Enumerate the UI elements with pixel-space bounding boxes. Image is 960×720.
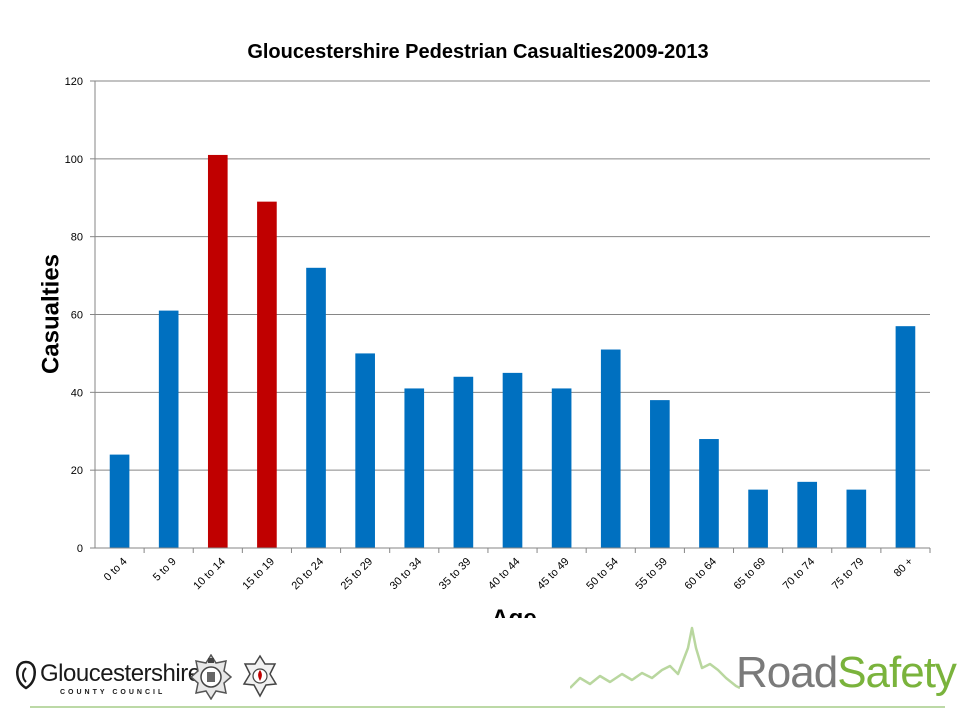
- bar-55-to-59: [650, 400, 670, 548]
- bar-35-to-39: [453, 376, 474, 548]
- bar-45-to-49: [551, 388, 572, 548]
- y-tick-labels: 0 20 40 60 80 100 120: [65, 76, 83, 555]
- x-tick-label: 55 to 59: [633, 556, 670, 593]
- bar-5-to-9: [158, 310, 179, 548]
- brand-road-text: Road: [736, 648, 838, 697]
- x-tick-label: 60 to 64: [682, 556, 719, 593]
- chart-title: Gloucestershire Pedestrian Casualties200…: [247, 41, 708, 63]
- bar-65-to-69: [748, 489, 768, 548]
- x-tick-label: 25 to 29: [339, 556, 376, 593]
- x-tick-label: 50 to 54: [584, 556, 621, 593]
- bar-10-to-14: [207, 154, 228, 549]
- footer-divider: [30, 706, 945, 708]
- road-safety-logo: RoadSafety: [736, 648, 957, 698]
- fire-rescue-crest-icon: [242, 654, 278, 698]
- brand-safety-text: Safety: [837, 648, 957, 697]
- x-tick-label: 40 to 44: [486, 556, 523, 593]
- x-tick-label: 65 to 69: [732, 556, 769, 593]
- bar-0-to-4: [109, 454, 130, 548]
- x-axis-label: Age: [491, 605, 536, 618]
- axes: [94, 81, 930, 549]
- x-tick-labels: 0 to 4 5 to 9 10 to 14 15 to 19 20 to 24 25 t…: [102, 556, 916, 593]
- bar-20-to-24: [306, 267, 326, 548]
- council-name: Gloucestershire: [40, 660, 201, 687]
- bar-75-to-79: [846, 489, 867, 548]
- y-tick-label: 80: [71, 232, 83, 244]
- x-tick-label: 10 to 14: [191, 556, 228, 593]
- x-tick-label: 20 to 24: [290, 556, 327, 593]
- bar-25-to-29: [355, 353, 375, 548]
- y-tick-label: 120: [65, 76, 83, 88]
- x-tick-label: 0 to 4: [102, 556, 130, 584]
- y-tick-label: 20: [71, 465, 83, 477]
- x-tick-label: 45 to 49: [535, 556, 572, 593]
- y-tick-label: 0: [77, 543, 83, 555]
- council-subtitle: COUNTY COUNCIL: [60, 689, 166, 696]
- gloucestershire-county-council-logo: Gloucestershire COUNTY COUNCIL: [14, 658, 201, 704]
- bar-80: [895, 326, 916, 548]
- x-tick-label: 70 to 74: [781, 556, 818, 593]
- x-tick-label: 80 +: [892, 556, 916, 580]
- y-tick-label: 40: [71, 387, 83, 399]
- bar-50-to-54: [600, 349, 621, 548]
- bar-30-to-34: [404, 388, 425, 548]
- x-tick-label: 35 to 39: [437, 556, 474, 593]
- bar-chart: Gloucestershire Pedestrian Casualties200…: [37, 41, 931, 618]
- county-emblem-icon: [16, 660, 36, 690]
- x-tick-label: 5 to 9: [151, 556, 179, 584]
- x-tick-label: 15 to 19: [240, 556, 277, 593]
- police-crest-icon: [190, 654, 232, 700]
- y-axis-label: Casualties: [37, 254, 64, 374]
- x-tick-label: 30 to 34: [388, 556, 425, 593]
- bars: [109, 154, 931, 553]
- bar-70-to-74: [797, 481, 818, 548]
- x-tick-label: 75 to 79: [830, 556, 867, 593]
- bar-40-to-44: [502, 372, 523, 548]
- bar-15-to-19: [257, 201, 277, 548]
- y-tick-label: 60: [71, 310, 83, 322]
- footer: Gloucestershire COUNTY COUNCIL RoadSafet…: [0, 618, 960, 720]
- y-tick-label: 100: [65, 154, 83, 166]
- bar-60-to-64: [699, 439, 719, 548]
- town-skyline-illustration: [570, 626, 740, 690]
